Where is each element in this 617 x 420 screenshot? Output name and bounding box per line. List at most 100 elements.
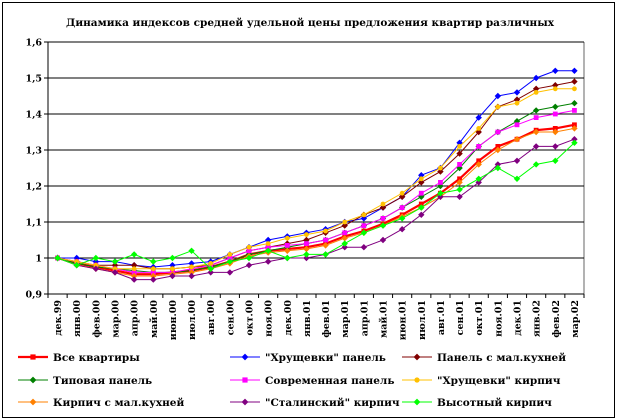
x-tick-label: мар.01 xyxy=(340,300,351,338)
data-point xyxy=(264,247,272,254)
legend-label: Кирпич с мал.кухней xyxy=(53,397,184,409)
data-point xyxy=(380,216,386,221)
x-tick-label: июн.00 xyxy=(168,300,179,341)
data-point xyxy=(418,201,424,207)
data-point xyxy=(150,272,157,280)
data-point xyxy=(494,164,502,172)
data-point xyxy=(284,243,290,248)
data-point xyxy=(572,86,577,92)
data-point xyxy=(169,254,176,262)
data-point xyxy=(571,100,578,107)
data-point xyxy=(304,232,309,238)
data-point xyxy=(150,258,157,265)
data-point xyxy=(189,264,194,270)
x-tick-label: май.01 xyxy=(379,300,390,338)
x-tick-label: ноя.00 xyxy=(264,300,275,337)
data-point xyxy=(413,353,421,361)
data-point xyxy=(323,237,328,243)
series xyxy=(55,108,577,275)
data-point xyxy=(476,144,482,149)
data-point xyxy=(475,175,482,182)
data-point xyxy=(413,398,421,406)
data-point xyxy=(303,251,310,258)
series xyxy=(54,136,578,283)
data-point xyxy=(226,269,234,276)
data-point xyxy=(456,186,463,193)
data-point xyxy=(494,146,502,154)
data-point xyxy=(188,272,195,280)
data-point xyxy=(398,215,406,222)
data-point xyxy=(437,168,444,175)
data-point xyxy=(92,265,100,272)
x-tick-label: сен.01 xyxy=(455,300,466,335)
x-tick-label: июл.01 xyxy=(417,300,428,340)
x-tick-label: фев.00 xyxy=(91,300,102,338)
x-tick-label: апр.00 xyxy=(130,300,141,337)
data-point xyxy=(494,161,502,168)
data-point xyxy=(418,190,424,196)
data-point xyxy=(418,211,425,218)
data-point xyxy=(438,180,443,185)
y-tick-label: 1,5 xyxy=(25,74,42,85)
data-point xyxy=(495,144,501,149)
x-tick-label: окт.00 xyxy=(245,300,256,336)
legend-label: "Сталинский" кирпич xyxy=(265,397,400,409)
data-point xyxy=(188,260,195,267)
data-point xyxy=(264,258,272,265)
data-point xyxy=(323,228,328,234)
y-tick-label: 0,9 xyxy=(25,290,42,301)
data-point xyxy=(532,74,540,82)
data-point xyxy=(513,89,521,96)
data-point xyxy=(418,176,424,182)
data-point xyxy=(342,219,348,225)
axes: 0,9 1 1,1 1,2 1,3 1,4 1,5 1,6 дек.99 янв.00 фев.00… xyxy=(25,38,585,341)
data-point xyxy=(284,235,290,241)
data-point xyxy=(514,122,520,128)
legend-item: Типовая панель xyxy=(18,375,152,387)
data-point xyxy=(398,226,406,233)
series-line xyxy=(57,109,575,273)
grid-lines xyxy=(48,41,584,259)
x-tick-label: дек.01 xyxy=(513,300,524,336)
data-point xyxy=(264,236,272,244)
data-point xyxy=(571,125,578,132)
data-point xyxy=(552,67,559,74)
data-point xyxy=(169,272,176,280)
series-line xyxy=(57,88,575,270)
data-point xyxy=(29,398,37,406)
data-point xyxy=(130,251,138,258)
data-point xyxy=(111,258,119,265)
y-tick-label: 1,1 xyxy=(25,218,42,229)
data-point xyxy=(418,172,425,179)
data-point xyxy=(571,136,578,143)
data-point xyxy=(437,190,444,197)
data-point xyxy=(379,236,387,244)
x-tick-label: окт.01 xyxy=(474,300,485,336)
data-point xyxy=(571,78,578,85)
x-tick-label: янв.01 xyxy=(302,300,313,337)
legend-item: "Хрущевки" панель xyxy=(230,352,386,364)
data-point xyxy=(533,115,539,120)
data-point xyxy=(265,244,271,250)
x-tick-label: июн.01 xyxy=(398,300,409,340)
data-point xyxy=(150,266,156,272)
data-point xyxy=(169,262,176,269)
data-point xyxy=(456,179,463,186)
data-point xyxy=(532,161,540,168)
x-tick-label: мар.00 xyxy=(111,300,122,338)
data-point xyxy=(572,122,577,128)
series-line xyxy=(57,127,575,277)
data-point xyxy=(398,193,406,200)
series xyxy=(54,139,578,272)
x-tick-label: сен.00 xyxy=(225,300,236,336)
data-point xyxy=(242,377,248,383)
data-point xyxy=(303,245,310,253)
data-point xyxy=(399,205,405,210)
data-point xyxy=(399,190,405,196)
data-point xyxy=(241,398,249,406)
x-tick-label: янв.00 xyxy=(72,300,83,337)
data-point xyxy=(208,261,214,266)
series xyxy=(55,86,577,272)
data-point xyxy=(379,204,387,211)
